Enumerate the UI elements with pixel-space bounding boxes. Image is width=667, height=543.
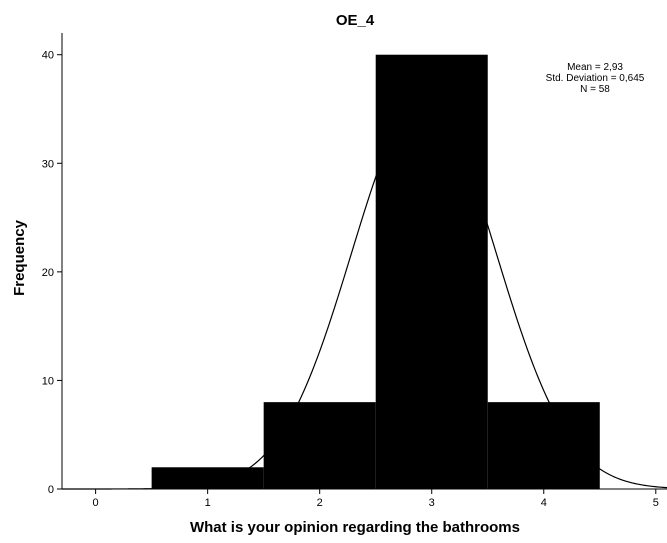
stats-mean: Mean = 2,93	[567, 62, 623, 73]
y-tick-label: 0	[48, 484, 54, 496]
y-tick-label: 30	[42, 158, 54, 170]
y-tick-label: 20	[42, 267, 54, 279]
normal-curve	[62, 98, 667, 490]
bars-layer	[151, 54, 600, 489]
x-tick-label: 5	[653, 497, 659, 509]
x-tick-label: 4	[541, 497, 547, 509]
x-axis-ticks: 0 1 2 3 4 5	[93, 489, 659, 509]
stats-box: Mean = 2,93 Std. Deviation = 0,645 N = 5…	[546, 62, 645, 95]
y-axis-ticks: 0 10 20 30 40	[42, 50, 62, 496]
y-axis-label: Frequency	[11, 219, 28, 296]
stats-n: N = 58	[580, 84, 610, 95]
x-tick-label: 2	[317, 497, 323, 509]
histogram-bar	[263, 402, 376, 489]
x-axis-label: What is your opinion regarding the bathr…	[190, 519, 520, 536]
stats-std-deviation: Std. Deviation = 0,645	[546, 73, 645, 84]
histogram-bar	[375, 54, 488, 489]
y-tick-label: 10	[42, 375, 54, 387]
histogram-bar	[151, 467, 264, 489]
x-tick-label: 0	[93, 497, 99, 509]
chart-title: OE_4	[336, 12, 375, 29]
histogram-bar	[487, 402, 600, 489]
x-tick-label: 1	[205, 497, 211, 509]
x-tick-label: 3	[429, 497, 435, 509]
y-tick-label: 40	[42, 50, 54, 62]
